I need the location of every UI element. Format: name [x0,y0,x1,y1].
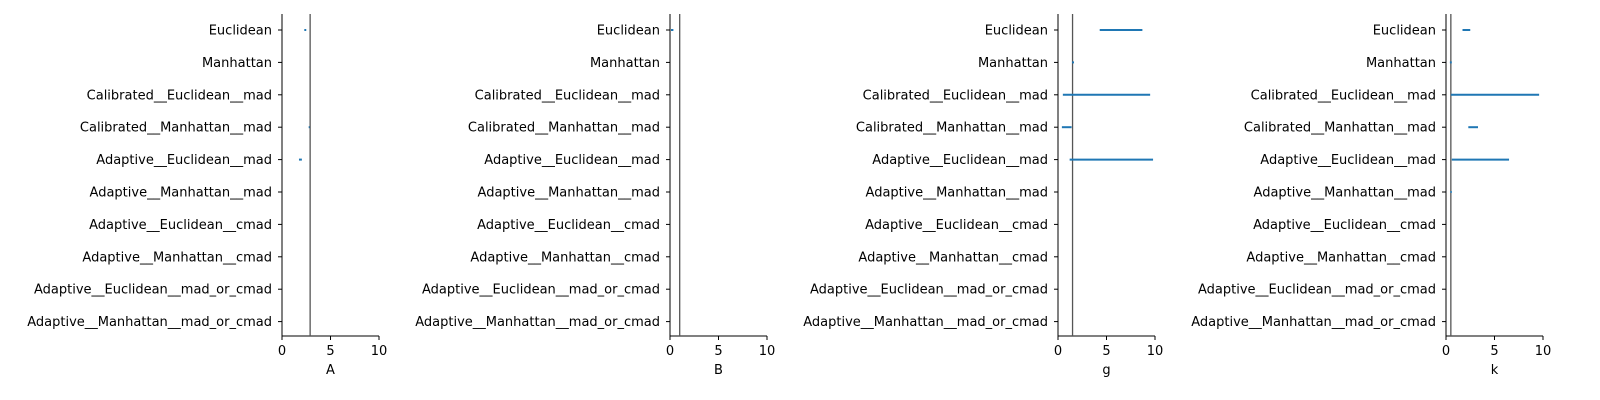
x-tick-label: 0 [666,344,674,359]
x-tick-label: 10 [371,344,388,359]
x-tick-label: 0 [1442,344,1450,359]
y-tick-label: Manhattan [202,56,272,71]
x-tick-label: 10 [1147,344,1164,359]
y-tick-label: Adaptive__Euclidean__mad [484,153,660,168]
y-tick-label: Adaptive__Manhattan__cmad [1246,250,1436,265]
y-tick-label: Calibrated__Euclidean__mad [863,88,1048,103]
x-tick-label: 5 [1102,344,1110,359]
y-tick-label: Adaptive__Euclidean__cmad [1253,218,1436,233]
y-tick-label: Adaptive__Manhattan__cmad [858,250,1048,265]
y-tick-label: Adaptive__Euclidean__cmad [477,218,660,233]
x-tick-label: 0 [1054,344,1062,359]
y-tick-label: Adaptive__Euclidean__mad_or_cmad [1198,283,1436,298]
y-tick-label: Adaptive__Manhattan__mad_or_cmad [1191,315,1436,330]
y-tick-label: Calibrated__Euclidean__mad [475,88,660,103]
y-tick-label: Adaptive__Euclidean__mad_or_cmad [422,283,660,298]
y-tick-label: Euclidean [597,24,660,39]
x-axis-label: g [1102,363,1110,378]
y-tick-label: Adaptive__Euclidean__cmad [865,218,1048,233]
x-tick-label: 10 [1535,344,1552,359]
y-tick-label: Adaptive__Manhattan__cmad [82,250,272,265]
y-tick-label: Manhattan [1366,56,1436,71]
x-axis-label: k [1491,363,1499,378]
x-tick-label: 0 [278,344,286,359]
y-tick-label: Adaptive__Manhattan__mad [90,186,272,201]
y-tick-label: Calibrated__Euclidean__mad [87,88,272,103]
y-tick-label: Euclidean [1373,24,1436,39]
y-tick-label: Adaptive__Euclidean__mad_or_cmad [810,283,1048,298]
y-tick-label: Calibrated__Euclidean__mad [1251,88,1436,103]
y-tick-label: Adaptive__Euclidean__mad [872,153,1048,168]
y-tick-label: Euclidean [209,24,272,39]
y-tick-label: Adaptive__Manhattan__mad [866,186,1048,201]
y-tick-label: Adaptive__Euclidean__cmad [89,218,272,233]
y-tick-label: Calibrated__Manhattan__mad [80,121,272,136]
y-tick-label: Calibrated__Manhattan__mad [856,121,1048,136]
y-tick-label: Adaptive__Euclidean__mad [1260,153,1436,168]
y-tick-label: Adaptive__Manhattan__mad_or_cmad [415,315,660,330]
x-tick-label: 5 [326,344,334,359]
y-tick-label: Manhattan [978,56,1048,71]
y-tick-label: Adaptive__Manhattan__mad_or_cmad [27,315,272,330]
x-axis-label: A [326,363,335,378]
x-axis-label: B [714,363,723,378]
y-tick-label: Euclidean [985,24,1048,39]
y-tick-label: Adaptive__Manhattan__mad [1254,186,1436,201]
y-tick-label: Manhattan [590,56,660,71]
x-tick-label: 5 [1490,344,1498,359]
x-tick-label: 10 [759,344,776,359]
x-tick-label: 5 [714,344,722,359]
y-tick-label: Adaptive__Manhattan__mad [478,186,660,201]
y-tick-label: Calibrated__Manhattan__mad [468,121,660,136]
y-tick-label: Adaptive__Manhattan__mad_or_cmad [803,315,1048,330]
y-tick-label: Adaptive__Euclidean__mad [96,153,272,168]
y-tick-label: Calibrated__Manhattan__mad [1244,121,1436,136]
y-tick-label: Adaptive__Manhattan__cmad [470,250,660,265]
y-tick-label: Adaptive__Euclidean__mad_or_cmad [34,283,272,298]
